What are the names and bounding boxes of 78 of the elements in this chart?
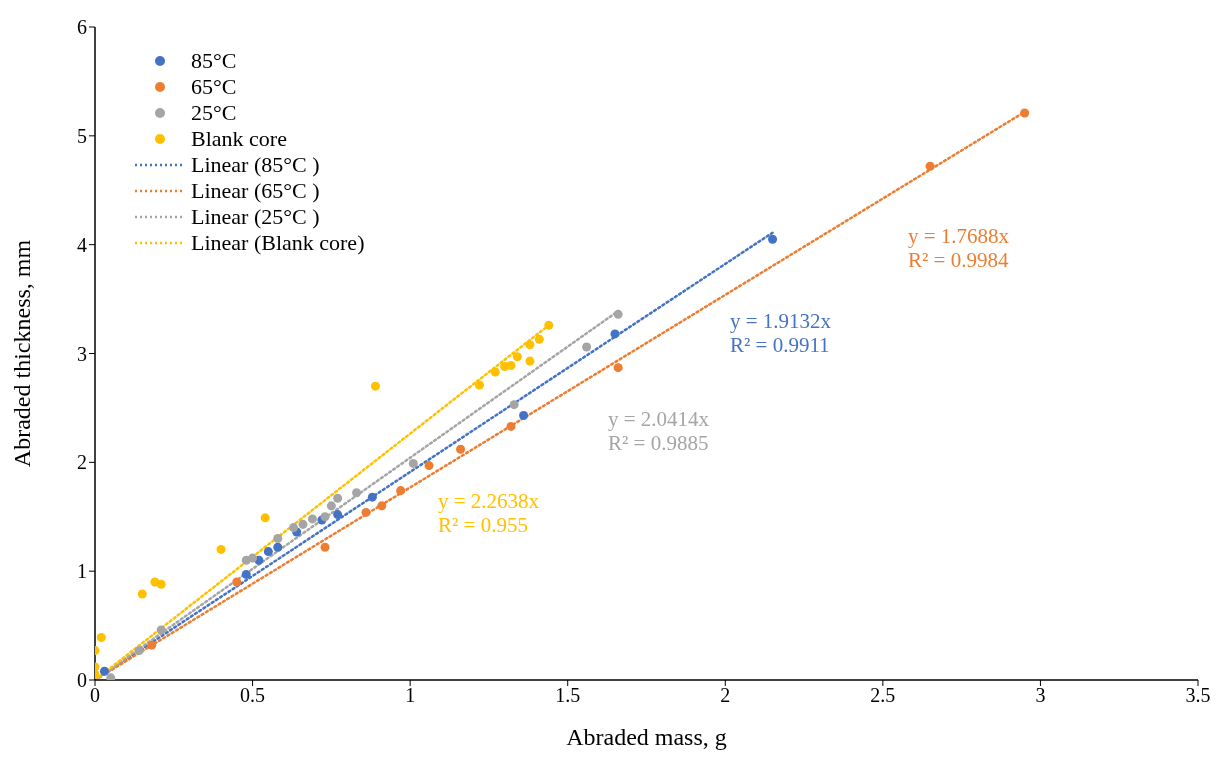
point — [352, 488, 362, 498]
x-tick-label: 3 — [1035, 684, 1046, 707]
legend-label: Linear (65°C ) — [191, 178, 320, 204]
point — [263, 547, 273, 557]
y-tick-label: 6 — [77, 16, 87, 39]
point — [137, 589, 147, 599]
annotation: y = 1.7688x R² = 0.9984 — [908, 224, 1010, 272]
point — [519, 411, 529, 421]
annotation: y = 1.9132x R² = 0.9911 — [730, 309, 832, 357]
point — [396, 486, 406, 496]
point — [156, 625, 166, 635]
point — [1020, 108, 1030, 118]
point — [544, 320, 554, 330]
point — [512, 352, 522, 362]
point — [241, 569, 251, 579]
y-tick-label: 0 — [77, 669, 87, 692]
y-tick-label: 3 — [77, 342, 87, 365]
point — [582, 342, 592, 352]
annotation: y = 2.2638x R² = 0.955 — [438, 489, 540, 537]
point — [534, 334, 544, 344]
point — [289, 523, 299, 533]
point — [361, 507, 371, 517]
point — [96, 633, 106, 643]
annotation: y = 2.0414x R² = 0.9885 — [608, 407, 710, 455]
point — [474, 380, 484, 390]
point — [307, 514, 317, 524]
point — [613, 309, 623, 319]
legend-label: Blank core — [191, 126, 287, 152]
point — [768, 234, 778, 244]
point — [320, 542, 330, 552]
y-tick-label: 4 — [77, 233, 87, 256]
point — [490, 367, 500, 377]
y-tick-label: 2 — [77, 451, 87, 474]
x-tick-label: 2.5 — [870, 684, 896, 707]
point — [613, 363, 623, 373]
point — [610, 329, 620, 339]
point — [333, 510, 343, 520]
point — [333, 493, 343, 503]
point — [99, 666, 109, 676]
point — [506, 360, 516, 370]
point — [156, 579, 166, 589]
point — [273, 542, 283, 552]
y-tick-label: 1 — [77, 560, 87, 583]
legend-label: 85°C — [191, 48, 237, 74]
legend-label: Linear (85°C ) — [191, 152, 320, 178]
point — [298, 519, 308, 529]
point — [456, 444, 466, 454]
x-tick-label: 1 — [405, 684, 416, 707]
point — [216, 544, 226, 554]
x-tick-label: 3.5 — [1185, 684, 1211, 707]
point — [248, 553, 258, 563]
x-tick-label: 2 — [720, 684, 731, 707]
point — [232, 577, 242, 587]
point — [260, 513, 270, 523]
point — [925, 161, 935, 171]
legend-label: Linear (Blank core) — [191, 230, 365, 256]
point — [370, 381, 380, 391]
point — [525, 356, 535, 366]
point — [377, 501, 387, 511]
x-tick-label: 1.5 — [555, 684, 581, 707]
point — [367, 492, 377, 502]
legend-label: 65°C — [191, 74, 237, 100]
point — [326, 501, 336, 511]
x-axis-title: Abraded mass, g — [566, 724, 727, 750]
point — [506, 421, 516, 431]
point — [408, 458, 418, 468]
point — [509, 400, 519, 410]
y-axis-title: Abraded thickness, mm — [9, 239, 35, 468]
legend-label: Linear (25°C ) — [191, 204, 320, 230]
y-tick-label: 5 — [77, 124, 87, 147]
point — [273, 534, 283, 544]
point — [525, 340, 535, 350]
point — [424, 461, 434, 471]
x-tick-label: 0.5 — [240, 684, 266, 707]
point — [134, 646, 144, 656]
point — [106, 673, 116, 680]
point — [147, 640, 157, 650]
legend-label: 25°C — [191, 100, 237, 126]
